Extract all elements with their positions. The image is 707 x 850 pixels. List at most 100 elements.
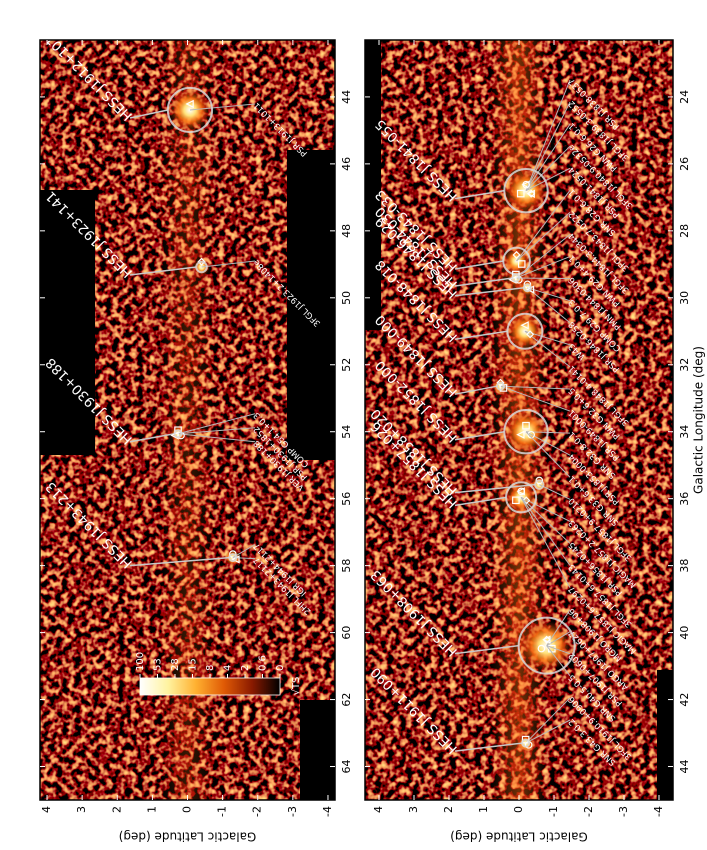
counterpart-marker <box>527 430 535 439</box>
counterpart-line <box>189 103 256 111</box>
counterpart-marker <box>522 180 530 189</box>
source-region <box>521 738 531 748</box>
counterpart-line <box>527 287 571 302</box>
x-tick-label: 44 <box>340 90 353 104</box>
galactic-plane <box>160 40 215 800</box>
source-region <box>495 381 505 391</box>
y-tick-label: 4 <box>40 806 53 813</box>
counterpart-marker <box>537 644 546 653</box>
colorbar-tick-label: 2 <box>240 665 251 671</box>
counterpart-marker <box>512 250 521 260</box>
counterpart-marker <box>526 189 535 198</box>
source-region <box>503 409 549 455</box>
source-region <box>534 479 545 490</box>
label-line <box>454 430 505 441</box>
x-tick-label: 56 <box>340 492 353 506</box>
counterpart-line <box>546 645 571 655</box>
counterpart-line <box>520 497 571 588</box>
counterpart-line <box>515 277 571 280</box>
x-tick-label: 28 <box>678 224 691 238</box>
x-axis-label: Galactic Longitude (deg) <box>692 346 706 494</box>
emission <box>170 90 210 130</box>
x-tick-label: 60 <box>340 626 353 640</box>
counterpart-line <box>520 496 571 544</box>
label-line <box>454 483 536 494</box>
y-axis-label: Galactic Latitude (deg) <box>450 830 588 844</box>
counterpart-marker <box>517 260 526 268</box>
x-tick-label: 44 <box>678 760 691 774</box>
counterpart-line <box>177 413 256 435</box>
x-tick-label: 24 <box>678 90 691 104</box>
counterpart-line <box>515 234 571 279</box>
x-tick-label: 30 <box>678 291 691 305</box>
colorbar-tick-label: 53 <box>153 658 164 671</box>
counterpart-line <box>527 287 571 324</box>
counterpart-line <box>177 427 256 435</box>
counterpart-line <box>525 697 571 744</box>
counterpart-marker <box>516 430 525 439</box>
label-line <box>129 266 197 276</box>
colorbar-tick-label: 0 <box>275 665 286 671</box>
counterpart-line <box>525 101 571 191</box>
y-tick-label: 0 <box>512 806 525 813</box>
counterpart-marker <box>496 378 505 387</box>
no-coverage <box>40 190 95 455</box>
x-tick-label: 58 <box>340 559 353 573</box>
label-line <box>454 260 504 270</box>
no-coverage <box>300 700 335 800</box>
source-region <box>166 86 214 134</box>
counterpart-marker <box>517 487 526 496</box>
y-tick-label: -4 <box>321 806 334 817</box>
y-tick-label: -1 <box>547 806 560 817</box>
colorbar-label: √TS <box>291 677 302 696</box>
source-region <box>511 273 521 283</box>
source-region <box>505 481 538 514</box>
counterpart-marker <box>185 99 194 109</box>
y-tick-label: 1 <box>145 806 158 813</box>
y-tick-label: 0 <box>181 806 194 813</box>
y-tick-label: 2 <box>110 806 123 813</box>
counterpart-marker <box>542 635 551 644</box>
x-tick-label: 32 <box>678 358 691 372</box>
counterpart-marker <box>516 189 525 198</box>
label-line <box>454 330 508 341</box>
no-coverage <box>287 150 335 460</box>
counterpart-line <box>524 330 571 368</box>
label-line <box>454 189 505 200</box>
x-tick-label: 54 <box>340 425 353 439</box>
y-tick-label: 1 <box>477 806 490 813</box>
x-tick-label: 48 <box>340 224 353 238</box>
x-tick-label: 36 <box>678 492 691 506</box>
counterpart-line <box>500 385 571 390</box>
counterpart-line <box>516 212 571 262</box>
counterpart-line <box>516 190 571 262</box>
y-tick-label: -1 <box>216 806 229 817</box>
x-tick-label: 34 <box>678 425 691 439</box>
y-tick-label: -4 <box>652 806 665 817</box>
source-region <box>195 260 208 274</box>
source-region <box>503 167 549 214</box>
colorbar-tick-label: 15 <box>188 658 199 671</box>
colorbar-tick-label: 0.6 <box>258 655 269 671</box>
source-region <box>517 616 576 675</box>
source-region <box>228 553 238 563</box>
y-tick-label: 4 <box>372 806 385 813</box>
label-line <box>454 742 523 752</box>
label-line <box>454 644 519 655</box>
label-line <box>454 277 513 287</box>
counterpart-line <box>525 431 571 478</box>
x-tick-label: 52 <box>340 358 353 372</box>
counterpart-marker <box>520 321 529 330</box>
counterpart-line <box>520 497 571 566</box>
x-tick-label: 38 <box>678 559 691 573</box>
counterpart-line <box>525 719 571 744</box>
x-tick-label: 64 <box>340 760 353 774</box>
colorbar-tick-label: 8 <box>205 665 216 671</box>
colorbar-tick-label: 28 <box>170 658 181 671</box>
counterpart-marker <box>522 421 530 430</box>
counterpart-line <box>546 645 571 677</box>
y-tick-label: -3 <box>286 806 299 817</box>
colorbar-tick-label: 100 <box>135 652 146 671</box>
